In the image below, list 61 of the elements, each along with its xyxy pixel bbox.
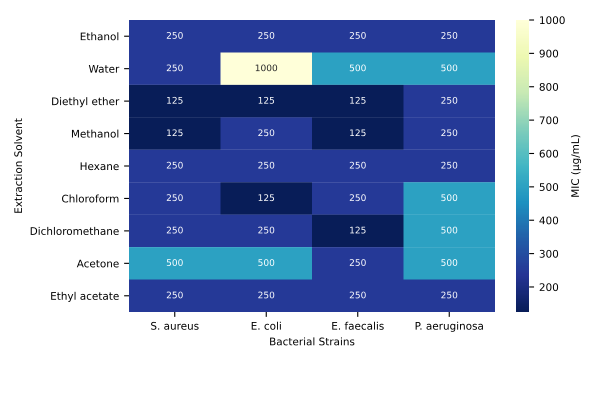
x-tick-label: S. aureus <box>151 322 199 330</box>
data-label: 125 <box>350 226 366 234</box>
data-label: 125 <box>167 129 183 136</box>
color-bar-label: 500 <box>540 183 558 191</box>
color-bar-label: 800 <box>540 82 558 91</box>
color-bar-label: 700 <box>540 116 558 124</box>
data-label: 250 <box>258 129 274 136</box>
data-label: 250 <box>166 226 183 234</box>
y-tick-label: Chloroform <box>62 194 118 203</box>
color-bar-label: 1000 <box>540 16 565 24</box>
y-tick-label: Hexane <box>80 162 119 170</box>
data-label: 250 <box>258 292 274 298</box>
data-label: 250 <box>350 292 366 298</box>
y-tick-label: Ethyl acetate <box>51 292 119 302</box>
data-label: 125 <box>258 194 274 202</box>
data-label: 250 <box>441 129 458 136</box>
x-tick-label: E. faecalis <box>332 322 384 330</box>
color-bar-label: 300 <box>540 250 558 258</box>
data-label: 250 <box>166 194 183 202</box>
data-label: 500 <box>441 194 458 202</box>
data-label: 250 <box>166 292 183 298</box>
data-label: 250 <box>166 32 183 39</box>
color-bar-title: MIC (µg/mL) <box>571 135 582 197</box>
data-label: 500 <box>441 259 458 266</box>
color-bar-label: 200 <box>540 283 558 292</box>
color-bar-label: 400 <box>539 216 558 224</box>
y-tick-label: Ethanol <box>80 32 118 40</box>
data-label: 250 <box>441 96 458 104</box>
x-tick-label: P. aeruginosa <box>416 322 483 332</box>
data-label: 250 <box>166 162 183 169</box>
data-label: 250 <box>441 32 458 39</box>
data-label: 250 <box>350 259 366 266</box>
data-label: 250 <box>350 32 366 39</box>
y-tick-label: Methanol <box>72 130 118 138</box>
data-label: 250 <box>258 162 274 169</box>
x-tick-label: E. coli <box>252 322 281 330</box>
data-label: 500 <box>350 64 366 72</box>
data-label: 250 <box>166 64 183 72</box>
data-label: 250 <box>441 292 458 298</box>
y-tick-label: Diethyl ether <box>52 97 120 108</box>
color-bar-label: 600 <box>540 150 558 158</box>
data-label: 500 <box>166 259 183 266</box>
y-tick-label: Acetone <box>76 260 119 268</box>
data-label: 250 <box>350 162 366 169</box>
data-label: 125 <box>167 96 183 104</box>
data-label: 250 <box>350 194 366 202</box>
y-tick-label: Dichloromethane <box>30 226 119 235</box>
data-label: 500 <box>441 64 458 72</box>
data-label: 250 <box>258 226 274 234</box>
y-axis-title: Extraction Solvent <box>14 118 22 213</box>
color-bar-label: 900 <box>540 50 558 58</box>
data-label: 125 <box>350 129 366 136</box>
data-label: 1000 <box>256 64 278 72</box>
y-tick-label: Water <box>88 65 120 73</box>
data-label: 250 <box>258 32 274 39</box>
x-axis-title: Bacterial Strains <box>270 337 354 346</box>
data-label: 125 <box>258 96 274 104</box>
data-label: 250 <box>441 162 458 169</box>
data-label: 500 <box>441 226 458 234</box>
data-label: 125 <box>350 96 366 104</box>
data-label: 500 <box>258 259 274 266</box>
